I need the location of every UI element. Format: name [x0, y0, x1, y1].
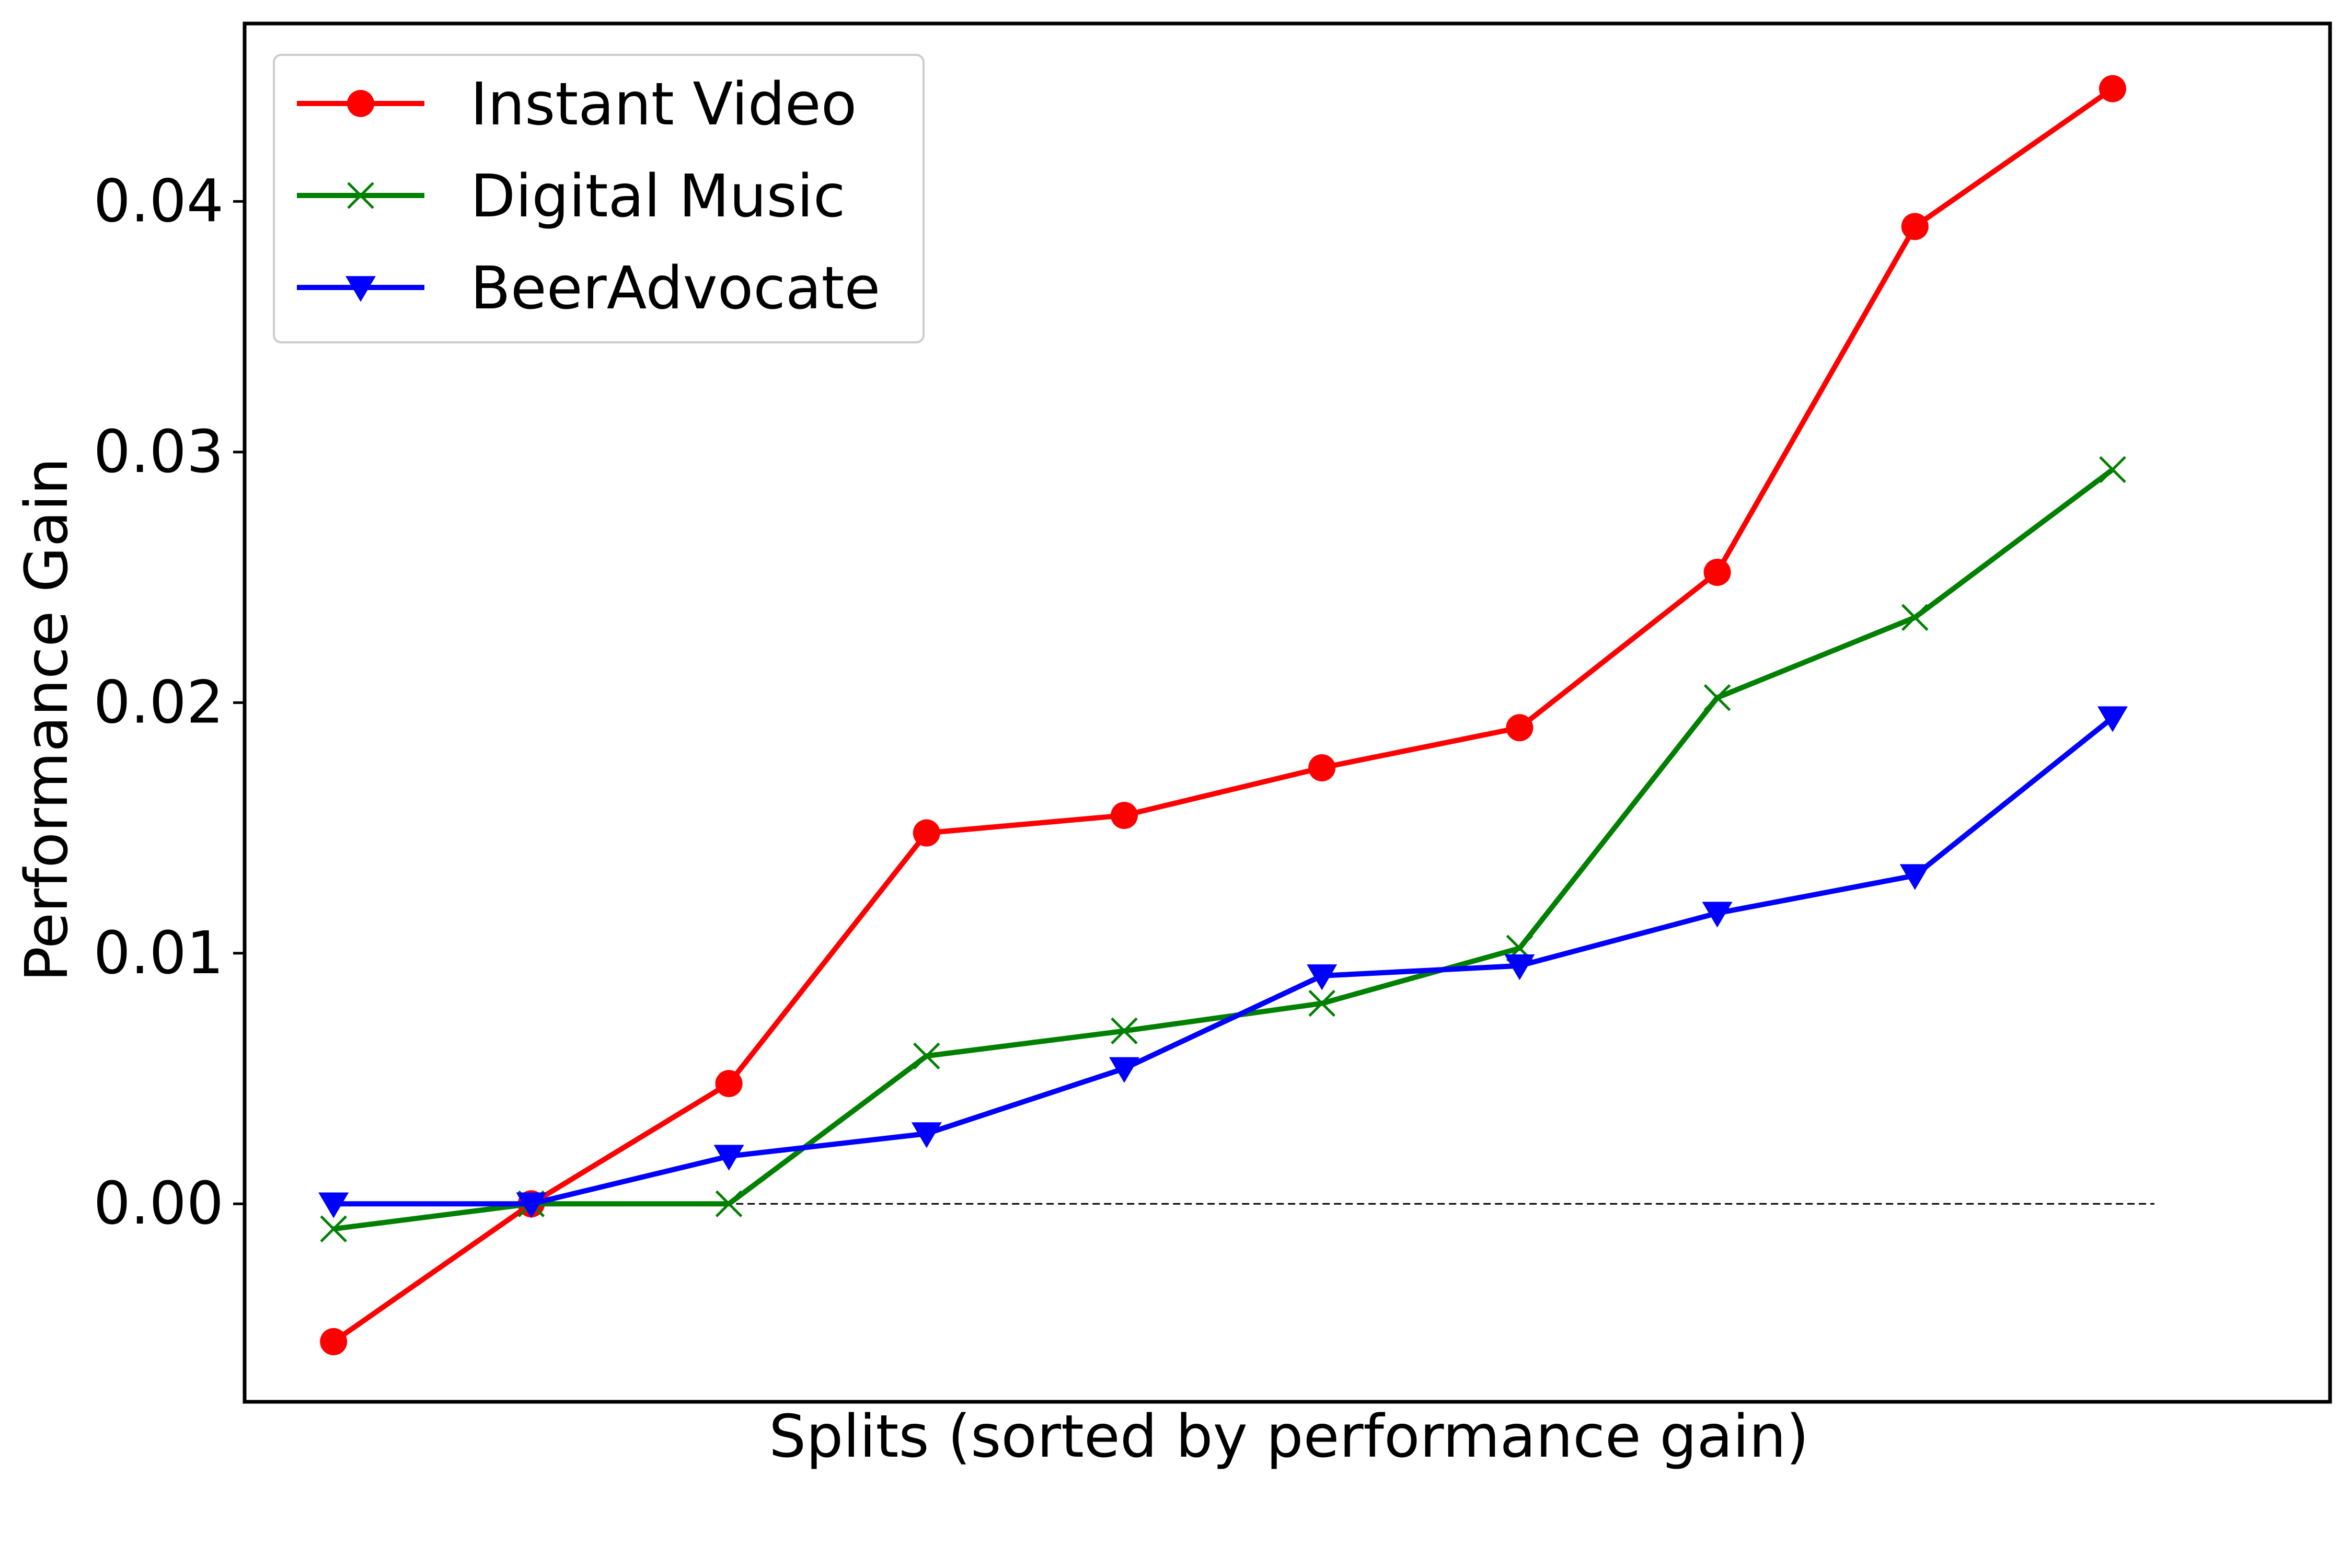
series-line	[332, 86, 2114, 1344]
legend-label: Instant Video	[470, 71, 857, 139]
legend-marker	[347, 90, 374, 117]
y-axis-label: Performance Gain	[13, 458, 81, 982]
data-point	[913, 1042, 940, 1070]
data-point	[1110, 802, 1138, 829]
legend-label: Digital Music	[470, 163, 846, 230]
series-layer	[318, 75, 2128, 1355]
legend: Instant Video Digital Music BeerAdvocate	[273, 54, 925, 343]
data-point	[1504, 954, 1535, 981]
y-tick-label: 0.00	[94, 1170, 224, 1238]
data-point	[2099, 456, 2126, 483]
data-point	[320, 1215, 347, 1242]
data-point	[1703, 559, 1731, 586]
data-point	[911, 1122, 942, 1148]
legend-marker	[347, 182, 374, 209]
data-point	[2099, 75, 2126, 102]
series-beeradvocate	[318, 706, 2128, 1218]
data-point	[1901, 213, 1929, 240]
data-point	[318, 1192, 349, 1218]
x-axis-label: Splits (sorted by performance gain)	[769, 1403, 1809, 1471]
data-point	[1703, 684, 1731, 711]
data-point	[1899, 864, 1930, 890]
legend-entry: BeerAdvocate	[297, 255, 880, 322]
series-digital-music	[320, 456, 2126, 1242]
data-point	[715, 1070, 743, 1098]
y-tick-label: 0.04	[94, 167, 224, 235]
y-tick-label: 0.02	[94, 668, 224, 736]
series-line	[333, 716, 2115, 1207]
data-point	[2097, 706, 2128, 732]
legend-box	[273, 54, 925, 343]
y-axis-ticks: 0.00 0.01 0.02 0.03 0.04	[94, 167, 245, 1238]
data-point	[1307, 964, 1338, 990]
legend-label: BeerAdvocate	[470, 255, 880, 322]
legend-marker	[345, 276, 376, 302]
data-point	[320, 1328, 348, 1355]
data-point	[713, 1145, 744, 1171]
data-point	[1702, 902, 1733, 928]
data-point	[1109, 1057, 1139, 1083]
data-point	[1111, 1017, 1138, 1045]
series-line	[333, 467, 2114, 1232]
legend-entry: Digital Music	[297, 163, 846, 230]
plot-area-frame	[243, 21, 2332, 1404]
data-point	[715, 1190, 743, 1217]
y-tick-label: 0.01	[94, 919, 224, 987]
data-point	[1308, 754, 1336, 781]
data-point	[913, 819, 940, 847]
data-point	[516, 1192, 547, 1218]
y-tick-label: 0.03	[94, 418, 224, 486]
legend-entry: Instant Video	[297, 71, 857, 139]
data-point	[1901, 604, 1929, 631]
data-point	[1308, 989, 1335, 1017]
data-point	[1506, 714, 1534, 742]
